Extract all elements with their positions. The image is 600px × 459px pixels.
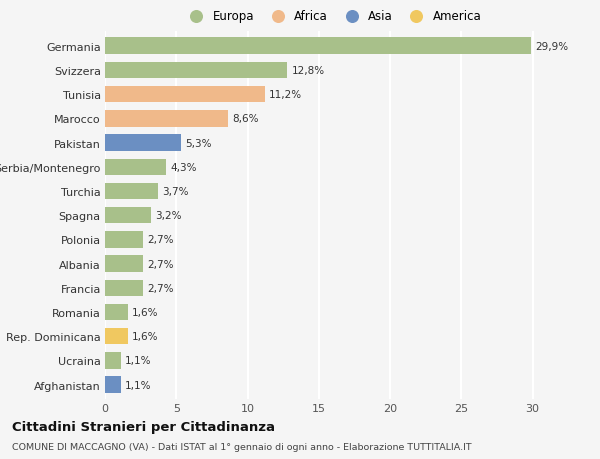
- Text: 1,1%: 1,1%: [125, 380, 151, 390]
- Text: 3,7%: 3,7%: [162, 186, 188, 196]
- Bar: [105, 328, 128, 345]
- Text: 1,1%: 1,1%: [125, 356, 151, 366]
- Bar: [105, 256, 143, 272]
- Bar: [105, 111, 227, 127]
- Text: COMUNE DI MACCAGNO (VA) - Dati ISTAT al 1° gennaio di ogni anno - Elaborazione T: COMUNE DI MACCAGNO (VA) - Dati ISTAT al …: [12, 442, 472, 451]
- Text: 11,2%: 11,2%: [269, 90, 302, 100]
- Text: 2,7%: 2,7%: [148, 235, 174, 245]
- Bar: [105, 232, 143, 248]
- Bar: [105, 159, 166, 176]
- Bar: [105, 39, 531, 55]
- Text: 4,3%: 4,3%: [170, 162, 197, 173]
- Bar: [105, 62, 287, 79]
- Text: 3,2%: 3,2%: [155, 211, 181, 221]
- Bar: [105, 207, 151, 224]
- Text: 29,9%: 29,9%: [535, 42, 568, 51]
- Text: 5,3%: 5,3%: [185, 138, 211, 148]
- Bar: [105, 183, 158, 200]
- Bar: [105, 377, 121, 393]
- Bar: [105, 304, 128, 320]
- Text: 1,6%: 1,6%: [132, 331, 158, 341]
- Bar: [105, 135, 181, 151]
- Text: 2,7%: 2,7%: [148, 283, 174, 293]
- Text: 2,7%: 2,7%: [148, 259, 174, 269]
- Text: 1,6%: 1,6%: [132, 308, 158, 317]
- Bar: [105, 353, 121, 369]
- Text: 8,6%: 8,6%: [232, 114, 259, 124]
- Bar: [105, 87, 265, 103]
- Legend: Europa, Africa, Asia, America: Europa, Africa, Asia, America: [184, 10, 482, 22]
- Text: Cittadini Stranieri per Cittadinanza: Cittadini Stranieri per Cittadinanza: [12, 420, 275, 433]
- Bar: [105, 280, 143, 297]
- Text: 12,8%: 12,8%: [292, 66, 325, 76]
